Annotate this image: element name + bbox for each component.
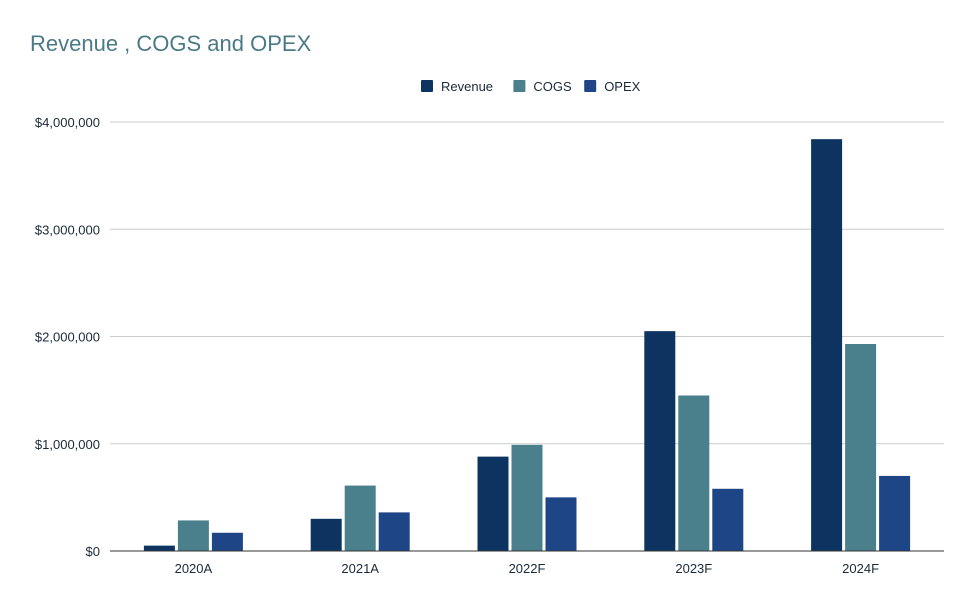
bar-cogs-2020a	[177, 520, 209, 551]
x-tick-label: 2021A	[341, 561, 379, 576]
bar-opex-2021a	[378, 512, 410, 551]
x-tick-label: 2020A	[175, 561, 213, 576]
legend-swatch-opex	[584, 80, 597, 92]
y-tick-label: $3,000,000	[35, 222, 100, 237]
y-tick-label: $0	[86, 544, 100, 559]
bar-opex-2023f	[712, 488, 744, 551]
bar-cogs-2023f	[678, 395, 710, 551]
bar-opex-2022f	[545, 497, 577, 551]
bar-revenue-2024f	[811, 139, 843, 551]
y-tick-label: $2,000,000	[35, 330, 100, 345]
bar-revenue-2021a	[310, 518, 342, 551]
y-tick-label: $1,000,000	[35, 437, 100, 452]
bar-revenue-2022f	[477, 456, 509, 551]
bar-opex-2024f	[879, 475, 911, 551]
y-tick-label: $4,000,000	[35, 115, 100, 130]
bar-cogs-2024f	[845, 344, 877, 551]
x-tick-label: 2024F	[842, 561, 879, 576]
chart-title: Revenue , COGS and OPEX	[30, 31, 312, 56]
bar-cogs-2021a	[344, 485, 376, 551]
bar-revenue-2023f	[644, 331, 676, 551]
legend-swatch-cogs	[513, 80, 526, 92]
bar-cogs-2022f	[511, 444, 543, 551]
legend-swatch-revenue	[421, 80, 433, 92]
bar-revenue-2020a	[143, 545, 175, 551]
legend-label-revenue: Revenue	[441, 79, 493, 94]
x-tick-label: 2023F	[675, 561, 712, 576]
bar-opex-2020a	[211, 532, 243, 551]
x-tick-label: 2022F	[509, 561, 546, 576]
legend-label-cogs: COGS	[533, 79, 572, 94]
legend-label-opex: OPEX	[604, 79, 640, 94]
